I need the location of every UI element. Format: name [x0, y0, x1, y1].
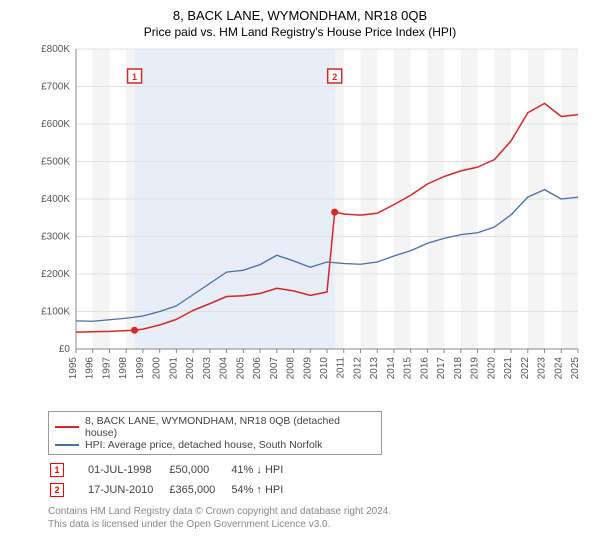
svg-text:2007: 2007: [269, 357, 280, 380]
svg-text:2024: 2024: [553, 357, 564, 380]
legend-swatch: [55, 426, 79, 428]
svg-text:2001: 2001: [168, 357, 179, 380]
svg-text:2010: 2010: [319, 357, 330, 380]
svg-text:£100K: £100K: [41, 307, 70, 318]
sale-date: 17-JUN-2010: [88, 481, 167, 499]
svg-text:2025: 2025: [570, 357, 581, 380]
svg-text:£500K: £500K: [41, 157, 70, 168]
page-subtitle: Price paid vs. HM Land Registry's House …: [10, 25, 590, 39]
sale-delta: 54% ↑ HPI: [231, 481, 297, 499]
svg-text:2017: 2017: [436, 357, 447, 380]
svg-text:2013: 2013: [369, 357, 380, 380]
svg-text:2002: 2002: [185, 357, 196, 380]
svg-text:1997: 1997: [101, 357, 112, 380]
svg-text:1999: 1999: [135, 357, 146, 380]
svg-text:2008: 2008: [286, 357, 297, 380]
svg-text:2019: 2019: [470, 357, 481, 380]
legend-label: 8, BACK LANE, WYMONDHAM, NR18 0QB (detac…: [85, 415, 375, 439]
legend-label: HPI: Average price, detached house, Sout…: [85, 439, 322, 451]
marker-badge: 2: [50, 483, 64, 497]
svg-text:£700K: £700K: [41, 82, 70, 93]
svg-text:2006: 2006: [252, 357, 263, 380]
svg-text:2009: 2009: [302, 357, 313, 380]
legend-swatch: [55, 444, 79, 446]
svg-text:2018: 2018: [453, 357, 464, 380]
svg-text:2003: 2003: [202, 357, 213, 380]
svg-text:£200K: £200K: [41, 269, 70, 280]
sale-date: 01-JUL-1998: [88, 461, 167, 479]
svg-text:2012: 2012: [352, 357, 363, 380]
svg-text:2015: 2015: [403, 357, 414, 380]
legend-row: 8, BACK LANE, WYMONDHAM, NR18 0QB (detac…: [55, 415, 375, 439]
svg-text:£400K: £400K: [41, 194, 70, 205]
svg-text:£600K: £600K: [41, 119, 70, 130]
svg-text:2021: 2021: [503, 357, 514, 380]
price-chart: £0 £100K £200K £300K £400K £500K £600K £700K £80…: [28, 43, 588, 403]
page-title: 8, BACK LANE, WYMONDHAM, NR18 0QB: [10, 8, 590, 23]
svg-text:2023: 2023: [537, 357, 548, 380]
svg-text:2005: 2005: [235, 357, 246, 380]
footer-text: Contains HM Land Registry data © Crown c…: [48, 505, 590, 531]
sale-price: £365,000: [169, 481, 229, 499]
svg-text:1998: 1998: [118, 357, 129, 380]
svg-text:1995: 1995: [68, 357, 79, 380]
svg-text:2020: 2020: [486, 357, 497, 380]
svg-text:2014: 2014: [386, 357, 397, 380]
svg-text:£800K: £800K: [41, 44, 70, 55]
table-row: 2 17-JUN-2010£365,00054% ↑ HPI: [50, 481, 297, 499]
sale-price: £50,000: [169, 461, 229, 479]
sales-table: 1 01-JUL-1998£50,00041% ↓ HPI 2 17-JUN-2010…: [48, 459, 299, 501]
table-row: 1 01-JUL-1998£50,00041% ↓ HPI: [50, 461, 297, 479]
svg-text:1996: 1996: [85, 357, 96, 380]
legend: 8, BACK LANE, WYMONDHAM, NR18 0QB (detac…: [48, 411, 382, 455]
svg-text:2004: 2004: [219, 357, 230, 380]
svg-text:1: 1: [132, 72, 137, 82]
svg-text:2000: 2000: [152, 357, 163, 380]
svg-text:£0: £0: [59, 344, 71, 355]
sale-delta: 41% ↓ HPI: [231, 461, 297, 479]
svg-text:2022: 2022: [520, 357, 531, 380]
svg-text:£300K: £300K: [41, 232, 70, 243]
svg-text:2: 2: [332, 72, 337, 82]
marker-badge: 1: [50, 463, 64, 477]
svg-text:2011: 2011: [336, 357, 347, 379]
svg-text:2016: 2016: [419, 357, 430, 380]
legend-row: HPI: Average price, detached house, Sout…: [55, 439, 375, 451]
